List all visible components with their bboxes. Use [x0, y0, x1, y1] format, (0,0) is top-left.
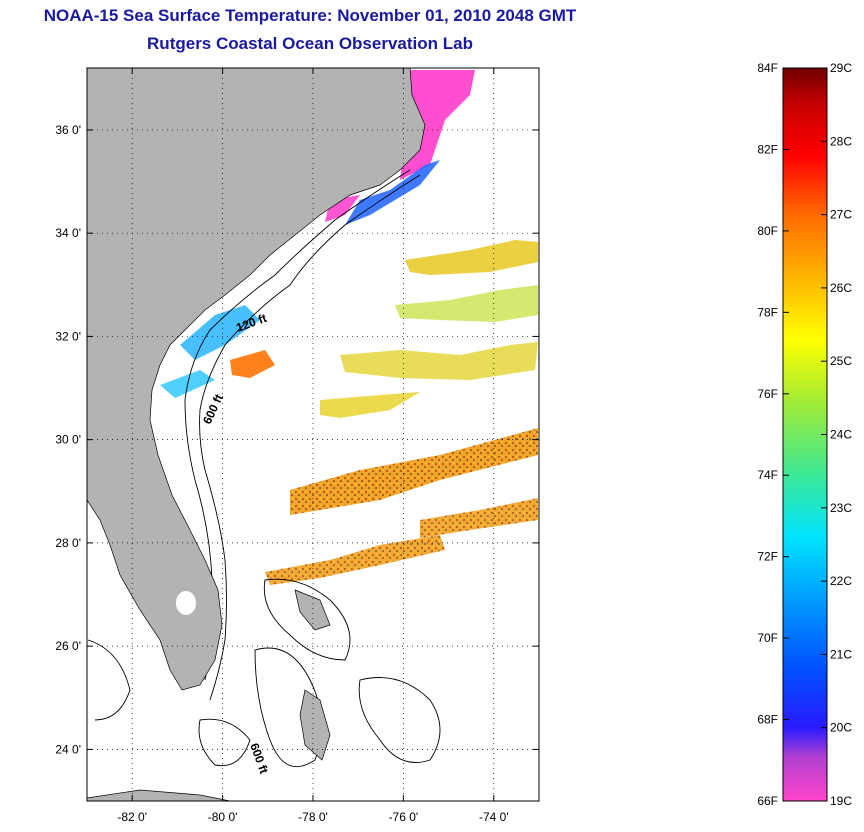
colorbar-label-c: 21C — [830, 647, 852, 661]
lon-tick-label: -82 0' — [117, 810, 147, 824]
colorbar-label-f: 80F — [757, 224, 778, 238]
lat-tick-label: 24 0' — [55, 742, 81, 756]
lat-tick-label: 28 0' — [55, 536, 81, 550]
graticule — [87, 68, 539, 801]
colorbar-label-f: 84F — [757, 61, 778, 75]
lat-tick-label: 34 0' — [55, 226, 81, 240]
colorbar-label-c: 26C — [830, 281, 852, 295]
lon-tick-label: -76 0' — [389, 810, 419, 824]
colorbar-labels: 84F 82F 80F 78F 76F 74F 72F 70F 68F 66F 29C 28C 27C 2… — [757, 61, 852, 808]
map-subtitle: Rutgers Coastal Ocean Observation Lab — [147, 34, 473, 53]
lon-tick-label: -78 0' — [298, 810, 328, 824]
colorbar-label-c: 28C — [830, 134, 852, 148]
colorbar-label-f: 70F — [757, 631, 778, 645]
colorbar-label-f: 82F — [757, 142, 778, 156]
colorbar — [782, 67, 828, 802]
map-title: NOAA-15 Sea Surface Temperature: Novembe… — [43, 6, 577, 25]
colorbar-label-c: 20C — [830, 721, 852, 735]
lat-tick-label: 32 0' — [55, 329, 81, 343]
colorbar-label-c: 22C — [830, 574, 852, 588]
lake-okeechobee — [176, 591, 196, 615]
colorbar-label-f: 66F — [757, 794, 778, 808]
colorbar-label-f: 68F — [757, 713, 778, 727]
colorbar-label-f: 72F — [757, 550, 778, 564]
colorbar-label-c: 19C — [830, 794, 852, 808]
lat-tick-label: 36 0' — [55, 123, 81, 137]
lat-tick-label: 30 0' — [55, 433, 81, 447]
colorbar-label-f: 76F — [757, 387, 778, 401]
colorbar-label-c: 27C — [830, 208, 852, 222]
map-axes: -82 0' -80 0' -78 0' -76 0' -74 0' 24 0' 26 0'… — [55, 68, 539, 824]
colorbar-label-c: 29C — [830, 61, 852, 75]
colorbar-label-c: 24C — [830, 428, 852, 442]
lon-tick-label: -74 0' — [479, 810, 509, 824]
land-mass — [87, 68, 426, 801]
lat-tick-label: 26 0' — [55, 639, 81, 653]
colorbar-label-c: 25C — [830, 354, 852, 368]
colorbar-label-f: 74F — [757, 468, 778, 482]
colorbar-label-c: 23C — [830, 501, 852, 515]
lon-tick-label: -80 0' — [208, 810, 238, 824]
colorbar-label-f: 78F — [757, 305, 778, 319]
